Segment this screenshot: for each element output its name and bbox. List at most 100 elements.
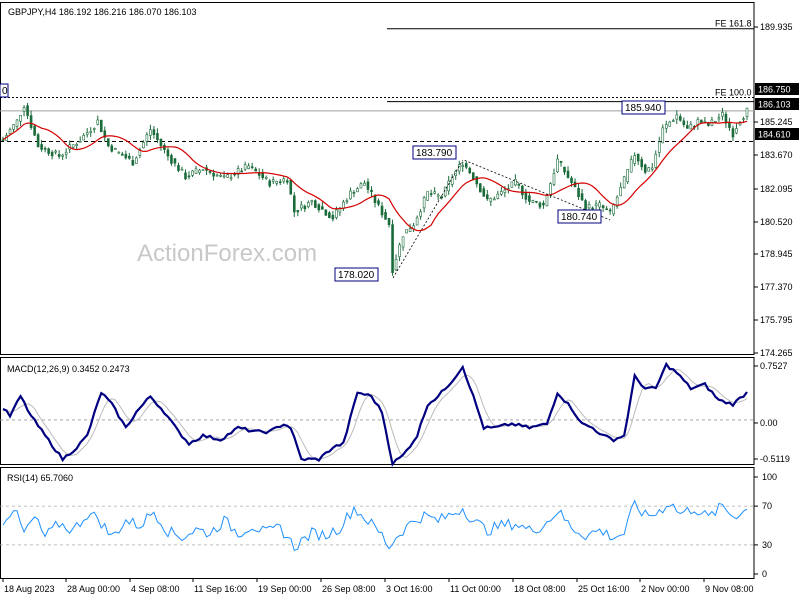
candle-body xyxy=(549,183,552,196)
candle-body xyxy=(303,205,307,210)
candle-body xyxy=(391,224,394,273)
candle-body xyxy=(314,200,317,208)
price-tag-label: 186.103 xyxy=(758,100,791,110)
price-plot: FE 161.8 FE 100.0 178.020 183.790 180.740 185… xyxy=(0,19,754,282)
candle-body xyxy=(394,258,398,271)
macd-signal-line xyxy=(2,368,748,460)
candle-body xyxy=(426,191,429,201)
candle-body xyxy=(401,236,405,248)
candle-body xyxy=(615,196,619,207)
candle-body xyxy=(124,154,128,159)
x-tick-label: 25 Oct 16:00 xyxy=(578,584,630,594)
price-annotation-label: 183.790 xyxy=(416,148,453,159)
x-tick-label: 18 Oct 08:00 xyxy=(514,584,566,594)
candle-body xyxy=(605,208,608,211)
candle-body xyxy=(738,121,742,126)
macd-line xyxy=(2,361,748,467)
candle-body xyxy=(170,155,173,164)
candle-body xyxy=(577,187,580,198)
candle-body xyxy=(145,134,149,142)
rsi-y-tick-label: 30 xyxy=(762,540,772,550)
candle-body xyxy=(278,181,282,184)
candle-body xyxy=(500,191,503,195)
candle-body xyxy=(33,125,36,136)
candle-body xyxy=(450,177,454,185)
rsi-y-tick-label: 100 xyxy=(762,472,777,482)
candle-body xyxy=(8,129,12,135)
candle-body xyxy=(471,172,475,180)
candle-body xyxy=(156,133,159,141)
candle-body xyxy=(447,180,450,192)
candle-body xyxy=(335,209,338,218)
candle-body xyxy=(106,138,110,147)
candle-body xyxy=(138,149,142,156)
x-tick-label: 9 Nov 08:00 xyxy=(705,584,754,594)
candle-body xyxy=(650,167,654,170)
candle-body xyxy=(128,155,131,159)
candle-body xyxy=(324,209,328,216)
candle-body xyxy=(717,117,721,120)
candle-body xyxy=(640,159,644,168)
candle-body xyxy=(535,201,538,203)
candle-body xyxy=(545,195,549,207)
candle-body xyxy=(345,200,349,203)
candle-body xyxy=(243,164,247,170)
candle-body xyxy=(307,202,310,208)
rsi-y-tick-label: 70 xyxy=(762,501,772,511)
candle-body xyxy=(482,188,486,197)
candle-body xyxy=(580,193,584,201)
candle-body xyxy=(142,142,145,149)
candle-body xyxy=(742,118,745,120)
rsi-panel xyxy=(0,499,754,552)
x-tick-label: 28 Aug 00:00 xyxy=(67,584,120,594)
candle-body xyxy=(359,183,363,189)
price-panel-frame xyxy=(0,2,755,355)
candle-body xyxy=(377,200,380,205)
candle-body xyxy=(275,181,279,184)
candle-body xyxy=(398,244,401,258)
candle-body xyxy=(89,130,93,133)
candle-body xyxy=(271,179,275,182)
candle-body xyxy=(321,206,324,210)
x-tick-label: 2 Nov 00:00 xyxy=(641,584,690,594)
candle-body xyxy=(493,198,496,201)
wave-guide-line xyxy=(392,160,464,279)
candle-body xyxy=(85,132,89,135)
candle-body xyxy=(201,169,205,171)
candle-body xyxy=(121,153,124,156)
candle-body xyxy=(643,164,647,173)
candle-body xyxy=(282,178,286,182)
edge-label-text: 0 xyxy=(2,86,8,97)
candle-body xyxy=(54,150,57,153)
candle-body xyxy=(61,154,64,157)
candle-body xyxy=(349,190,352,200)
candle-body xyxy=(254,168,257,172)
candle-body xyxy=(524,192,528,200)
candle-body xyxy=(608,209,612,212)
candle-body xyxy=(457,164,461,172)
candle-body xyxy=(328,212,331,219)
y-tick-label: 189.935 xyxy=(760,22,793,32)
candle-body xyxy=(261,172,264,178)
y-tick-label: 175.795 xyxy=(760,315,793,325)
candle-body xyxy=(198,169,201,174)
candle-body xyxy=(26,105,29,116)
price-annotation-label: 185.940 xyxy=(625,103,662,114)
candle-body xyxy=(408,228,412,232)
y-tick-label: 182.095 xyxy=(760,184,793,194)
candle-body xyxy=(380,205,384,216)
candle-body xyxy=(552,173,556,185)
candle-body xyxy=(247,165,250,169)
candle-body xyxy=(373,195,377,203)
price-tag-box xyxy=(755,98,799,110)
candle-body xyxy=(563,166,566,173)
candle-body xyxy=(654,153,658,168)
x-tick-label: 18 Aug 2023 xyxy=(4,584,55,594)
candle-body xyxy=(236,168,240,175)
candle-body xyxy=(180,168,184,171)
candle-body xyxy=(486,194,489,200)
candle-body xyxy=(689,123,693,130)
candle-body xyxy=(478,183,482,193)
x-tick-label: 11 Sep 16:00 xyxy=(194,584,247,594)
candle-body xyxy=(559,160,563,163)
